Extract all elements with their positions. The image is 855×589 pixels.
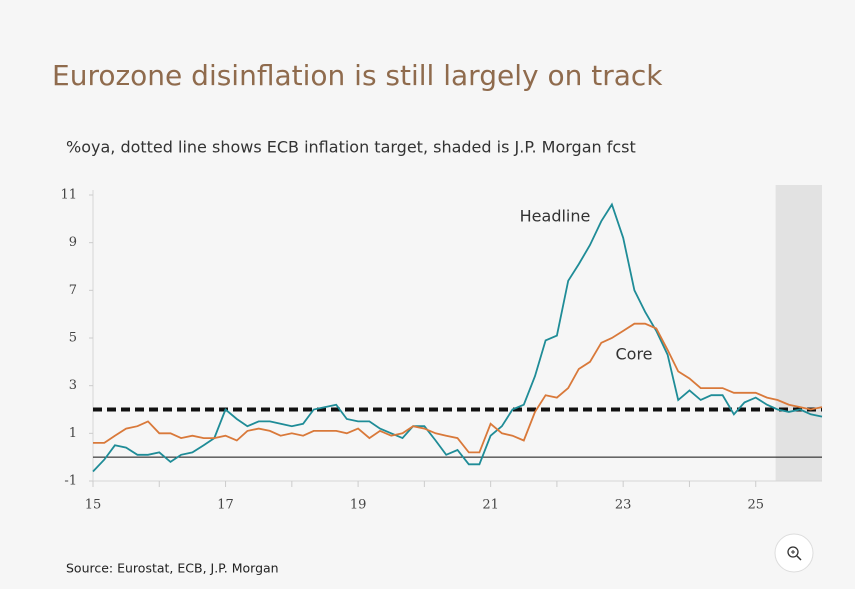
zoom-button-circle[interactable] <box>774 533 814 573</box>
data-line <box>93 322 823 454</box>
zoom-icon[interactable] <box>796 555 802 561</box>
source-note: Source: Eurostat, ECB, J.P. Morgan <box>66 561 279 576</box>
chart-title: Eurozone disinflation is still largely o… <box>52 59 663 92</box>
forecast-shade <box>775 185 822 481</box>
series-label: Headline <box>520 207 591 226</box>
x-tick-label: 25 <box>747 498 764 513</box>
x-tick-label: 19 <box>350 498 367 513</box>
x-tick-label: 17 <box>217 498 234 513</box>
zoom-button[interactable] <box>774 533 814 573</box>
zoom-icon[interactable] <box>787 546 799 558</box>
y-tick-label: 5 <box>69 331 77 346</box>
y-tick-label: 7 <box>69 283 77 298</box>
series-label: Core <box>615 345 652 364</box>
y-tick-label: 3 <box>69 378 77 393</box>
x-tick-label: 15 <box>85 498 102 513</box>
y-tick-label: 9 <box>69 235 77 250</box>
x-tick-label: 21 <box>482 498 499 513</box>
x-tick-label: 23 <box>615 498 632 513</box>
y-tick-label: -1 <box>64 474 77 489</box>
y-tick-label: 11 <box>60 188 77 203</box>
y-tick-label: 1 <box>69 426 77 441</box>
chart-subtitle: %oya, dotted line shows ECB inflation ta… <box>66 138 636 157</box>
